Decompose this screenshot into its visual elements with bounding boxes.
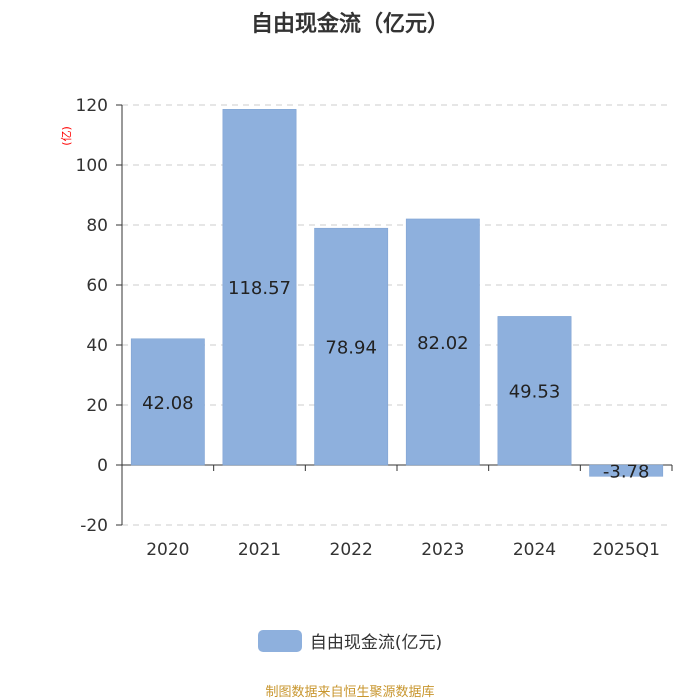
y-tick-label: 100 bbox=[76, 156, 108, 176]
y-tick-label: 0 bbox=[97, 456, 108, 476]
bar bbox=[314, 227, 389, 466]
grid-lines bbox=[122, 104, 672, 526]
bar bbox=[497, 316, 572, 466]
data-label: 42.08 bbox=[142, 393, 194, 414]
legend-swatch bbox=[257, 629, 302, 652]
x-tick-label: 2024 bbox=[513, 540, 556, 560]
x-tick-label: 2021 bbox=[238, 540, 281, 560]
x-tick-label: 2023 bbox=[421, 540, 464, 560]
y-tick-label: 20 bbox=[86, 396, 108, 416]
x-tick-label: 2020 bbox=[146, 540, 189, 560]
y-tick-label: -20 bbox=[80, 516, 108, 536]
y-tick-label: 60 bbox=[86, 276, 108, 296]
data-label: 49.53 bbox=[509, 382, 561, 403]
bars bbox=[130, 109, 664, 477]
x-tick-label: 2022 bbox=[330, 540, 373, 560]
y-tick-label: 40 bbox=[86, 336, 108, 356]
axes: 120 100 80 60 40 20 0 -20 2020 2021 2022 2023 2024 20… bbox=[76, 96, 673, 560]
y-tick-label: 120 bbox=[76, 96, 108, 116]
chart-title: 自由现金流（亿元） bbox=[250, 12, 449, 37]
x-tick-label: 2025Q1 bbox=[592, 540, 659, 560]
data-label: 82.02 bbox=[417, 333, 469, 354]
data-label: 78.94 bbox=[325, 338, 377, 359]
data-label: 118.57 bbox=[228, 278, 291, 299]
legend-label: 自由现金流(亿元) bbox=[309, 633, 443, 653]
source-note: 制图数据来自恒生聚源数据库 bbox=[265, 685, 435, 700]
y-tick-label: 80 bbox=[86, 216, 108, 236]
y-axis-label: (亿) bbox=[60, 126, 73, 146]
legend[interactable]: 自由现金流(亿元) bbox=[0, 628, 700, 653]
bar bbox=[222, 109, 297, 466]
bar bbox=[405, 218, 480, 466]
data-label: -3.78 bbox=[603, 462, 650, 483]
bar bbox=[130, 338, 205, 466]
bar bbox=[589, 464, 664, 477]
data-labels: 42.08 118.57 78.94 82.02 49.53 -3.78 bbox=[142, 278, 649, 483]
